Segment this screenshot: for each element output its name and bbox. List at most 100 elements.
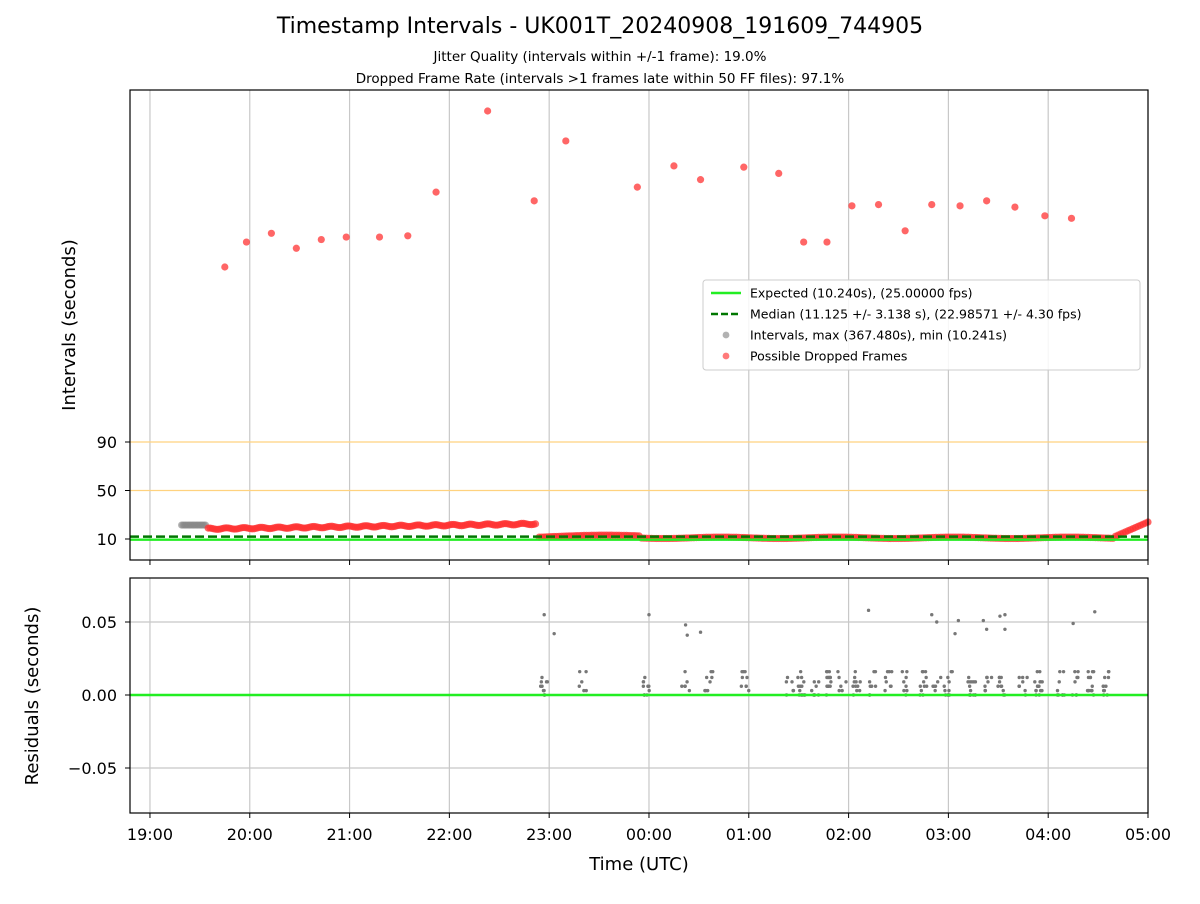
residual-point <box>685 680 689 684</box>
residual-point <box>1107 669 1111 674</box>
residual-point <box>923 669 928 674</box>
residual-outlier-12 <box>984 627 989 631</box>
residual-point <box>544 680 549 684</box>
residual-point <box>747 688 751 693</box>
residual-point <box>947 688 951 693</box>
residual-point <box>918 684 923 688</box>
residual-point <box>1104 684 1108 688</box>
residual-point <box>889 684 893 688</box>
residuals-plot-frame <box>129 577 1149 814</box>
residual-point <box>970 680 974 684</box>
residual-point <box>858 680 862 684</box>
residual-point <box>1034 688 1038 693</box>
dropped-frame-outlier-6 <box>375 233 384 241</box>
intervals-y-axis-label: Intervals (seconds) <box>59 239 80 411</box>
intervals-plot-frame <box>129 89 1149 561</box>
residual-point <box>704 675 709 680</box>
residual-point <box>540 675 544 680</box>
residual-point <box>539 680 544 684</box>
residual-point <box>687 688 692 693</box>
residual-point <box>883 675 888 680</box>
dropped-frame-outlier-21 <box>901 227 909 235</box>
dropped-frame-outlier-8 <box>432 188 440 196</box>
residual-point <box>1073 669 1077 674</box>
residual-point <box>680 684 684 688</box>
residual-point <box>538 684 543 688</box>
residual-point <box>1020 675 1025 680</box>
residual-point <box>1088 675 1092 680</box>
dropped-frame-outlier-10 <box>530 197 538 205</box>
residual-point <box>1076 675 1080 680</box>
dropped-frame-outlier-19 <box>848 202 856 210</box>
residual-outlier-7 <box>930 613 934 617</box>
residual-point <box>904 675 908 680</box>
residual-point <box>1086 669 1090 674</box>
residual-point <box>745 675 749 680</box>
residual-point <box>744 684 748 688</box>
legend-swatch-3 <box>722 352 730 360</box>
residual-point <box>1090 669 1095 674</box>
residual-point <box>578 669 582 674</box>
legend-label-1: Median (11.125 +/- 3.138 s), (22.98571 +… <box>750 307 1081 322</box>
residual-point <box>986 680 990 684</box>
residual-point <box>1101 684 1106 688</box>
dropped-frame-outlier-2 <box>267 229 275 237</box>
x-tick-label-01:00: 01:00 <box>726 825 772 844</box>
residual-outlier-14 <box>1003 613 1007 617</box>
residual-point <box>1055 688 1060 693</box>
residual-point <box>647 684 651 688</box>
residual-point <box>703 688 707 693</box>
residual-point <box>542 688 546 693</box>
residual-point <box>839 684 843 688</box>
residual-point <box>743 669 747 674</box>
residual-point <box>942 684 946 688</box>
residual-point <box>870 684 874 688</box>
residual-point <box>968 688 973 693</box>
residual-point <box>996 684 1000 688</box>
residual-point <box>812 680 816 684</box>
residual-point <box>837 675 841 680</box>
residual-point <box>999 684 1004 688</box>
residual-point <box>853 669 857 674</box>
residual-point <box>949 669 953 674</box>
residual-point <box>1103 675 1107 680</box>
residual-point <box>1061 669 1066 674</box>
residual-point <box>829 680 833 684</box>
residual-point <box>836 669 840 674</box>
residual-point <box>900 669 905 674</box>
residual-point <box>890 669 894 674</box>
residual-point <box>577 684 581 688</box>
residual-point <box>1057 680 1061 684</box>
residual-point <box>837 688 841 693</box>
residual-point <box>798 688 802 693</box>
residual-point <box>867 680 872 684</box>
dropped-frame-outlier-3 <box>292 244 300 252</box>
dropped-frame-outlier-18 <box>823 238 831 246</box>
residual-point <box>873 684 878 688</box>
x-tick-label-22:00: 22:00 <box>426 825 472 844</box>
residual-point <box>1038 669 1042 674</box>
residual-point <box>705 688 710 693</box>
residual-point <box>796 675 800 680</box>
dropped-frame-outlier-13 <box>670 162 678 170</box>
residual-point <box>887 669 891 674</box>
residual-point <box>791 688 795 693</box>
residual-point <box>1035 669 1039 674</box>
residual-point <box>584 669 588 674</box>
residual-point <box>799 675 804 680</box>
residual-outlier-3 <box>683 623 688 627</box>
x-tick-label-23:00: 23:00 <box>526 825 572 844</box>
residual-point <box>844 680 848 684</box>
residual-outlier-16 <box>1071 621 1075 626</box>
residual-outlier-6 <box>866 608 871 613</box>
residual-point <box>641 684 646 688</box>
residual-point <box>710 675 714 680</box>
residual-point <box>790 680 794 684</box>
residual-point <box>785 675 790 680</box>
residual-point <box>921 680 926 684</box>
residual-point <box>1090 688 1094 693</box>
residual-outlier-5 <box>698 630 703 634</box>
residual-point <box>973 680 978 684</box>
residual-point <box>919 688 924 693</box>
